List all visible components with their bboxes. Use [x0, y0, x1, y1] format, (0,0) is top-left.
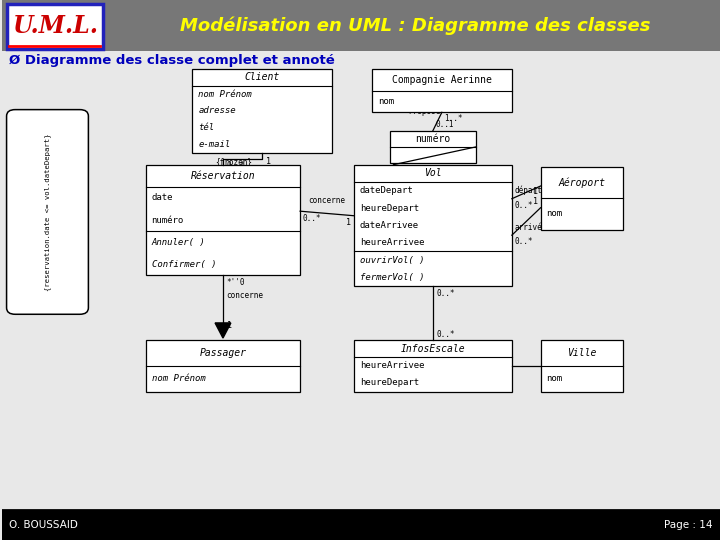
- Text: 1: 1: [534, 197, 539, 206]
- Text: nom: nom: [546, 210, 562, 219]
- Bar: [146, 340, 300, 392]
- Text: *''0: *''0: [227, 278, 245, 287]
- Text: numéro: numéro: [151, 215, 184, 225]
- FancyBboxPatch shape: [6, 110, 89, 314]
- Text: {frozen}: {frozen}: [357, 225, 394, 233]
- Text: concerne: concerne: [309, 195, 346, 205]
- Bar: [541, 340, 623, 392]
- Text: O. BOUSSAID: O. BOUSSAID: [9, 520, 78, 530]
- Text: 0..1: 0..1: [435, 119, 454, 129]
- Text: a effectué: a effectué: [227, 145, 273, 154]
- Text: 1: 1: [266, 157, 271, 166]
- Text: 0..*: 0..*: [227, 161, 245, 171]
- Text: Page : 14: Page : 14: [665, 520, 713, 530]
- Text: Réservation: Réservation: [191, 171, 256, 181]
- Bar: [354, 340, 512, 392]
- Bar: [146, 165, 300, 275]
- Text: Confirmer( ): Confirmer( ): [151, 260, 216, 269]
- Text: 0..*: 0..*: [514, 238, 533, 246]
- Polygon shape: [215, 323, 231, 338]
- Text: 1..*: 1..*: [444, 114, 462, 124]
- Text: {frozen}: {frozen}: [215, 157, 252, 166]
- Text: Propose: Propose: [408, 107, 441, 116]
- Text: arrivée: arrivée: [514, 223, 546, 232]
- Text: ouvrirVol( ): ouvrirVol( ): [360, 255, 424, 265]
- Text: dateDepart: dateDepart: [360, 186, 413, 195]
- Text: {reservation.date <= vol.dateDepart}: {reservation.date <= vol.dateDepart}: [44, 133, 51, 291]
- Text: heureDepart: heureDepart: [360, 204, 419, 213]
- Text: heureArrivee: heureArrivee: [360, 361, 424, 370]
- Text: Passager: Passager: [199, 348, 246, 358]
- Bar: [354, 165, 512, 286]
- Text: nom Prénom: nom Prénom: [198, 90, 252, 99]
- Text: 1: 1: [534, 187, 539, 196]
- Bar: [2, 510, 720, 540]
- Text: 0..*: 0..*: [514, 201, 533, 210]
- Text: nom: nom: [378, 97, 394, 106]
- Bar: [192, 69, 333, 153]
- Text: 0..*: 0..*: [436, 329, 455, 339]
- Text: Annuler( ): Annuler( ): [151, 238, 205, 247]
- Text: adresse: adresse: [198, 106, 236, 116]
- Text: numéro: numéro: [415, 134, 451, 144]
- Text: 0..*: 0..*: [303, 214, 322, 223]
- Bar: [6, 4, 104, 49]
- Text: U.M.L.: U.M.L.: [12, 14, 98, 38]
- Text: départ: départ: [514, 186, 541, 195]
- Text: Ø Diagramme des classe complet et annoté: Ø Diagramme des classe complet et annoté: [9, 54, 336, 67]
- Text: escale: escale: [543, 192, 570, 201]
- Text: heureArrivee: heureArrivee: [360, 238, 424, 247]
- Bar: [390, 131, 476, 163]
- Bar: [2, 0, 720, 51]
- Text: tél: tél: [198, 123, 215, 132]
- Text: {ordered}: {ordered}: [436, 348, 478, 357]
- Text: dateArrivee: dateArrivee: [360, 221, 419, 230]
- Text: concerne: concerne: [227, 291, 264, 300]
- Text: InfosEscale: InfosEscale: [400, 344, 465, 354]
- Text: e-mail: e-mail: [198, 140, 230, 149]
- Text: 0..*: 0..*: [436, 289, 455, 298]
- Text: Aéroport: Aéroport: [558, 178, 606, 188]
- Text: heureDepart: heureDepart: [360, 379, 419, 388]
- Text: 1: 1: [227, 321, 232, 330]
- Text: Ville: Ville: [567, 348, 597, 358]
- Bar: [372, 69, 512, 112]
- Text: fermerVol( ): fermerVol( ): [360, 273, 424, 282]
- Text: nom Prénom: nom Prénom: [151, 374, 205, 383]
- Bar: [541, 167, 623, 230]
- Text: date: date: [151, 193, 173, 202]
- Text: 1: 1: [346, 219, 351, 227]
- Text: Compagnie Aerinne: Compagnie Aerinne: [392, 75, 492, 85]
- Text: Client: Client: [245, 72, 280, 83]
- Text: nom: nom: [546, 374, 562, 383]
- Text: Modélisation en UML : Diagramme des classes: Modélisation en UML : Diagramme des clas…: [180, 17, 650, 35]
- Text: Vol: Vol: [424, 168, 441, 178]
